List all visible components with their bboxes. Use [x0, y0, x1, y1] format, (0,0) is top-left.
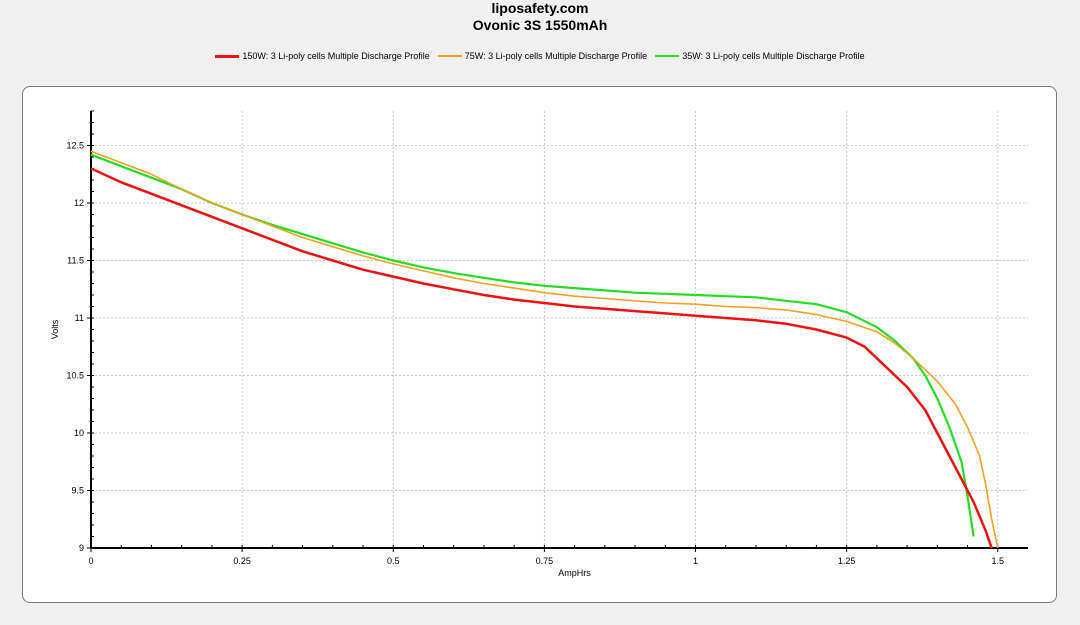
y-tick-label-3: 10.5 [66, 371, 84, 381]
y-tick-label-6: 12 [74, 198, 84, 208]
legend-label-150w: 150W: 3 Li-poly cells Multiple Discharge… [242, 51, 430, 61]
y-tick-label-5: 11.5 [67, 256, 84, 266]
series-line-2 [90, 153, 975, 537]
y-tick-label-4: 11 [75, 313, 84, 323]
x-tick-label-2: 0.5 [387, 556, 400, 566]
series-line-1 [90, 150, 999, 549]
y-tick-label-0: 9 [79, 543, 84, 553]
x-tick-label-3: 0.75 [536, 556, 554, 566]
y-tick-label-1: 9.5 [71, 486, 84, 496]
legend-label-75w: 75W: 3 Li-poly cells Multiple Discharge … [464, 51, 648, 61]
legend-item-35w: 35W: 3 Li-poly cells Multiple Discharge … [655, 51, 865, 61]
legend-swatch-35w [655, 55, 680, 57]
site-title: liposafety.com [491, 0, 589, 16]
legend-swatch-75w [437, 55, 462, 57]
chart-panel [22, 86, 1057, 603]
y-tick-label-2: 10 [74, 428, 84, 438]
legend-label-35w: 35W: 3 Li-poly cells Multiple Discharge … [682, 51, 865, 61]
legend-item-150w: 150W: 3 Li-poly cells Multiple Discharge… [215, 51, 430, 61]
series-line-0 [90, 167, 993, 549]
legend-item-75w: 75W: 3 Li-poly cells Multiple Discharge … [437, 51, 648, 61]
legend: 150W: 3 Li-poly cells Multiple Discharge… [0, 51, 1080, 61]
x-tick-label-5: 1.25 [838, 556, 856, 566]
y-tick-label-7: 12.5 [66, 141, 84, 151]
chart-title: Ovonic 3S 1550mAh [472, 17, 608, 33]
x-tick-label-6: 1.5 [992, 556, 1005, 566]
x-tick-label-0: 0 [88, 556, 93, 566]
y-axis-title: Volts [50, 319, 60, 339]
x-tick-label-4: 1 [693, 556, 698, 566]
x-tick-label-1: 0.25 [233, 556, 251, 566]
legend-swatch-150w [215, 54, 240, 58]
x-axis-title: AmpHrs [558, 568, 591, 578]
